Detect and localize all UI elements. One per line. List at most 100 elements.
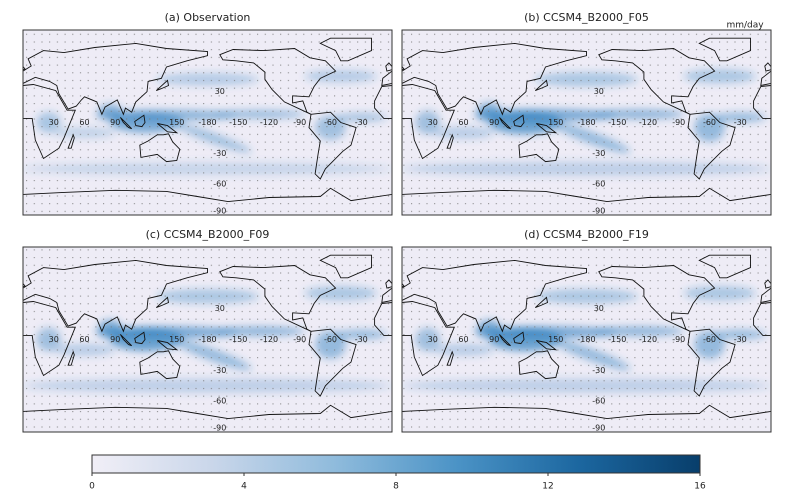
coastline: [157, 123, 179, 134]
coastline: [446, 350, 454, 366]
lon-label: 150: [548, 118, 563, 127]
coastline: [534, 79, 549, 92]
coastline: [598, 48, 716, 115]
coastline: [23, 187, 392, 215]
coastline: [23, 301, 76, 377]
coastline: [513, 331, 525, 345]
lon-label: -60: [324, 335, 337, 344]
coastline: [219, 48, 337, 115]
coastline: [534, 296, 549, 309]
colorbar-tick-label: 16: [694, 482, 706, 492]
colorbar: [91, 454, 701, 474]
lon-label: -150: [229, 118, 247, 127]
coastline: [402, 42, 587, 116]
coastline: [374, 302, 392, 336]
lat-label: -30: [592, 149, 605, 158]
lon-label: -60: [703, 335, 716, 344]
coastline: [23, 42, 208, 116]
lon-label: 90: [489, 118, 499, 127]
colorbar-tick-label: 12: [542, 482, 553, 492]
unit-label: mm/day: [726, 21, 764, 31]
lon-label: 30: [49, 118, 59, 127]
lat-label: -60: [213, 180, 226, 189]
lon-label: -150: [608, 118, 626, 127]
coastline: [308, 328, 357, 397]
coastline: [155, 79, 170, 92]
lon-label: 150: [169, 335, 184, 344]
coastline: [402, 259, 587, 333]
lat-label: -90: [592, 207, 605, 216]
coastline: [499, 117, 511, 130]
coastline: [499, 334, 511, 347]
lon-label: -90: [293, 118, 306, 127]
panel-title: (b) CCSM4_B2000_F05: [524, 11, 649, 24]
coastline: [698, 254, 751, 279]
lon-label: -60: [703, 118, 716, 127]
coastline: [120, 334, 133, 347]
lon-label: -30: [734, 118, 747, 127]
lon-label: 90: [489, 335, 499, 344]
colorbar-tick-label: 4: [241, 482, 247, 492]
lat-label: 30: [215, 304, 225, 313]
coastline: [23, 404, 392, 432]
coastline: [687, 111, 736, 180]
lon-label: -120: [260, 118, 278, 127]
lon-label: -180: [577, 335, 595, 344]
map-frame: [401, 29, 772, 216]
panel-title: (c) CCSM4_B2000_F09: [146, 228, 270, 241]
lon-label: -60: [324, 118, 337, 127]
lat-label: 30: [215, 87, 225, 96]
coastline: [536, 340, 558, 351]
coastline: [374, 85, 392, 119]
coastline: [319, 37, 372, 62]
coastline: [518, 133, 560, 163]
coastline: [219, 265, 337, 332]
lon-label: -90: [672, 118, 685, 127]
coastline: [134, 331, 146, 345]
coastline: [402, 404, 771, 432]
lon-label: 30: [49, 335, 59, 344]
lon-label: -180: [198, 335, 216, 344]
coastline: [402, 84, 455, 160]
panel-title: (d) CCSM4_B2000_F19: [524, 228, 649, 241]
dot-grid: [23, 247, 392, 432]
map-frame: [401, 246, 772, 433]
dot-grid: [402, 247, 771, 432]
coastline: [139, 350, 181, 380]
lat-label: 30: [594, 304, 604, 313]
map-frame: [22, 246, 393, 433]
coastline: [23, 84, 76, 160]
lon-label: -150: [229, 335, 247, 344]
lat-label: -60: [213, 397, 226, 406]
coastline: [402, 187, 771, 215]
coastline: [67, 350, 75, 366]
coastline: [598, 265, 716, 332]
lat-label: 30: [594, 87, 604, 96]
colorbar-tick-label: 0: [89, 482, 95, 492]
lon-label: -30: [355, 118, 368, 127]
dot-grid: [23, 30, 392, 215]
coastline: [770, 410, 771, 432]
lon-label: 90: [110, 118, 120, 127]
coastline: [446, 133, 454, 149]
coastline: [518, 350, 560, 380]
map-frame: [22, 29, 393, 216]
colorbar-tick-label: 8: [393, 482, 399, 492]
lon-label: 90: [110, 335, 120, 344]
lon-label: 60: [79, 335, 89, 344]
coastline: [139, 133, 181, 163]
lat-label: -60: [592, 397, 605, 406]
map-panel: [402, 30, 771, 215]
lat-label: -60: [592, 180, 605, 189]
lon-label: -90: [672, 335, 685, 344]
lon-label: 60: [458, 118, 468, 127]
coastline: [770, 193, 771, 215]
coastline: [308, 111, 357, 180]
dot-grid: [402, 30, 771, 215]
lon-label: -30: [355, 335, 368, 344]
coastline: [402, 301, 455, 377]
lon-label: 150: [548, 335, 563, 344]
map-panel: [23, 30, 392, 215]
coastline: [687, 328, 736, 397]
